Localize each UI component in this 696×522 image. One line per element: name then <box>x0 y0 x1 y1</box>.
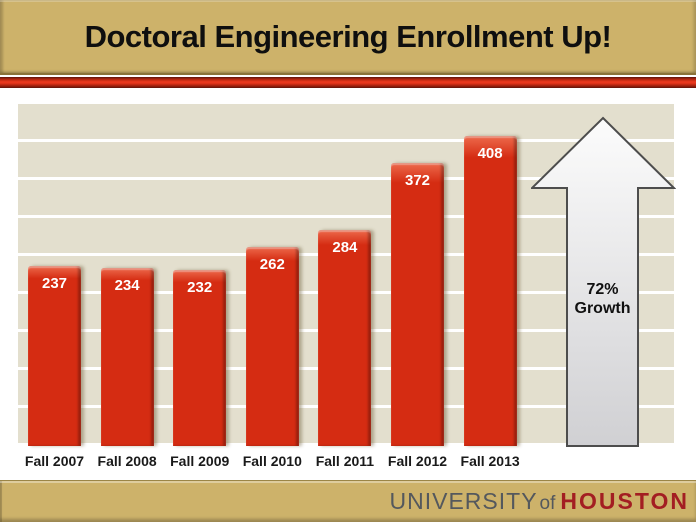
bar-value-label: 232 <box>187 279 213 296</box>
growth-percent: 72% <box>586 281 619 298</box>
bar-value-label: 408 <box>477 145 503 162</box>
x-axis-label: Fall 2011 <box>315 453 375 469</box>
growth-word: Growth <box>574 300 631 317</box>
bar: 408 <box>463 136 517 446</box>
bar-value-label: 372 <box>404 172 431 189</box>
bar-value-label: 262 <box>259 256 285 273</box>
up-arrow-icon <box>531 116 676 447</box>
bar-value-label: 237 <box>41 275 68 292</box>
growth-label: 72% Growth <box>558 280 647 318</box>
university-of-houston-logo: UNIVERSITY of HOUSTON <box>390 488 689 515</box>
header-divider <box>0 77 696 88</box>
x-axis-label: Fall 2010 <box>242 453 302 469</box>
x-axis-label: Fall 2007 <box>24 453 85 469</box>
brand-houston: HOUSTON <box>560 488 689 514</box>
bar: 234 <box>100 268 154 446</box>
brand-of: of <box>539 493 556 514</box>
title-banner: Doctoral Engineering Enrollment Up! <box>0 0 696 75</box>
bar: 232 <box>173 270 227 446</box>
growth-arrow <box>531 116 676 447</box>
bar-value-label: 284 <box>332 239 358 256</box>
x-axis-label: Fall 2012 <box>387 453 448 469</box>
brand-university: UNIVERSITY <box>389 488 538 514</box>
footer-banner: UNIVERSITY of HOUSTON <box>0 480 696 522</box>
x-axis-label: Fall 2013 <box>460 453 520 469</box>
slide-title: Doctoral Engineering Enrollment Up! <box>84 19 612 54</box>
bar: 284 <box>318 230 372 446</box>
x-axis-label: Fall 2009 <box>170 453 230 469</box>
bar: 372 <box>391 163 444 446</box>
bar: 262 <box>245 247 299 446</box>
bar-value-label: 234 <box>114 277 140 294</box>
x-axis-labels: Fall 2007 Fall 2008 Fall 2009 Fall 2010 Fall… <box>18 453 674 471</box>
x-axis-label: Fall 2008 <box>97 453 157 469</box>
bar: 237 <box>28 266 81 446</box>
